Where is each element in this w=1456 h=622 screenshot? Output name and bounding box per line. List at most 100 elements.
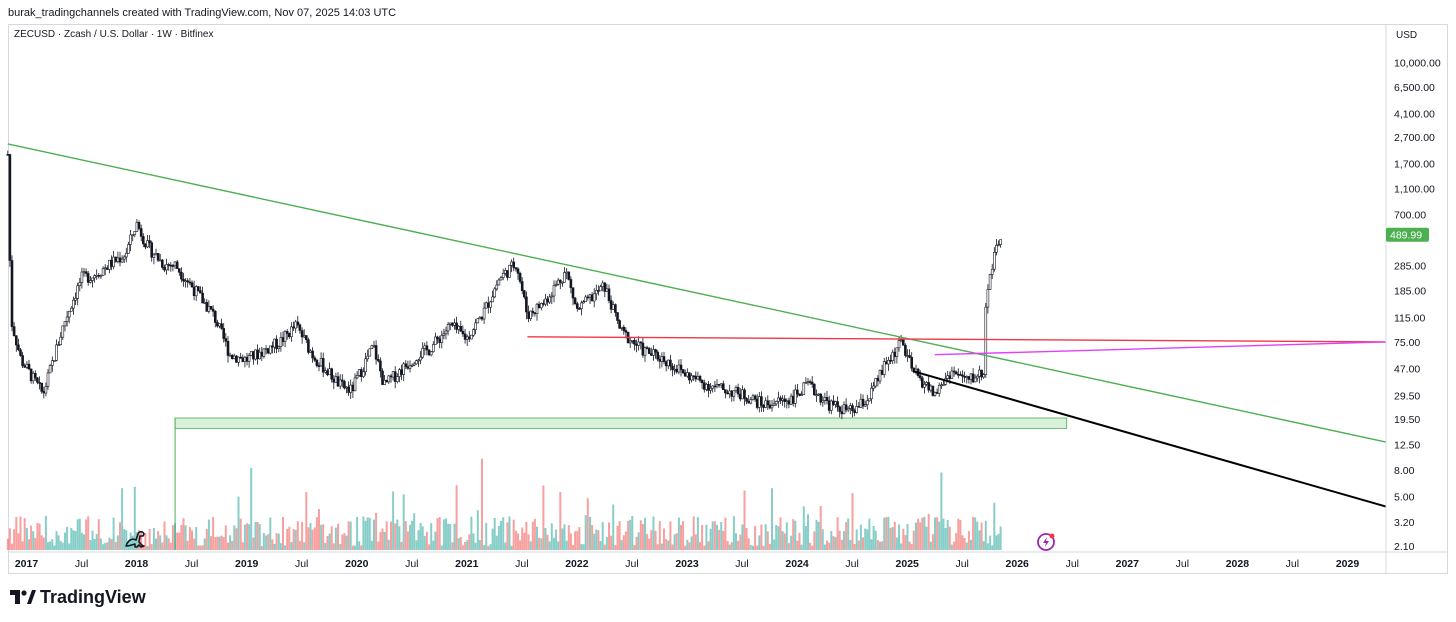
volume-bar	[305, 491, 308, 550]
volume-bar	[425, 531, 428, 550]
volume-bar	[656, 544, 659, 550]
candle-body	[427, 349, 431, 356]
volume-bar	[605, 536, 608, 550]
volume-bar	[883, 517, 886, 550]
volume-bar	[218, 536, 221, 550]
support-zone[interactable]	[174, 417, 1068, 429]
volume-bar	[929, 541, 932, 550]
dinosaur-icon[interactable]	[125, 530, 145, 548]
candle-body	[484, 302, 488, 309]
candle-body	[82, 271, 86, 274]
horizontal-resistance[interactable]	[527, 336, 1387, 343]
candle-body	[326, 370, 329, 376]
volume-bar	[174, 523, 176, 550]
volume-bar	[828, 542, 831, 550]
lightning-badge-icon[interactable]	[1037, 533, 1055, 551]
volume-bar	[936, 517, 939, 550]
volume-bar	[999, 526, 1002, 550]
volume-bar	[989, 535, 992, 550]
candle-body	[975, 375, 979, 379]
volume-bar	[847, 518, 850, 550]
candle-body	[419, 356, 422, 361]
candle-body	[256, 349, 259, 360]
candle-body	[861, 398, 865, 407]
candle-body	[15, 335, 18, 346]
candle-body	[768, 404, 772, 409]
volume-bar	[328, 533, 331, 550]
candle-body	[654, 349, 657, 353]
candle-body	[872, 385, 875, 389]
candle-body	[599, 286, 602, 292]
candle-body	[61, 325, 65, 338]
drawing-lines[interactable]	[7, 143, 1387, 508]
candle-body	[738, 393, 742, 400]
candle-body	[760, 396, 763, 406]
time-tick-label: 2017	[15, 558, 39, 570]
volume-bar	[986, 543, 989, 550]
volume-bar	[692, 516, 695, 550]
volume-bar	[550, 523, 553, 550]
time-axis[interactable]: 2017 Jul 2018 Jul 2019 Jul 2020 Jul 2021 Jul 2022 J…	[15, 558, 1360, 570]
candle-body	[542, 303, 545, 305]
candle-body	[383, 379, 386, 385]
volume-bar	[811, 545, 814, 550]
candle-body	[573, 297, 577, 304]
volume-bar	[267, 534, 270, 550]
volume-bar	[686, 539, 689, 550]
volume-bar	[669, 521, 672, 550]
candle-body	[558, 279, 562, 283]
price-tick-label: 285.00	[1394, 261, 1426, 273]
tradingview-logo-icon	[10, 589, 36, 604]
candle-body	[192, 286, 196, 296]
volume-bar	[843, 531, 845, 550]
volume-bar	[273, 543, 276, 550]
volume-bar	[912, 530, 915, 550]
candle-body	[148, 240, 151, 244]
chart-frame[interactable]	[8, 24, 1448, 574]
volume-bar	[815, 519, 818, 550]
candle-body	[228, 354, 232, 357]
candle-body	[355, 375, 359, 379]
candle-body	[205, 302, 209, 312]
candle-body	[406, 366, 410, 369]
candle-body	[925, 382, 928, 385]
candle-body	[986, 288, 990, 308]
tradingview-logo[interactable]: TradingView	[10, 587, 146, 608]
volume-bar	[379, 532, 382, 550]
time-tick-label: Jul	[185, 558, 198, 570]
candle-body	[31, 372, 35, 382]
volume-bar	[21, 541, 24, 550]
black-trendline[interactable]	[912, 370, 1387, 508]
volume-bar	[347, 521, 350, 550]
price-axis[interactable]: 10,000.00 6,500.00 4,100.00 2,700.00 1,700.0…	[1394, 57, 1441, 553]
candle-body	[565, 271, 569, 274]
magenta-trendline[interactable]	[934, 341, 1387, 356]
volume-bar	[836, 517, 839, 550]
volume-bar	[813, 531, 816, 550]
descending-trendline[interactable]	[7, 143, 1387, 443]
volume-bar	[624, 531, 627, 550]
volume-bar	[889, 527, 892, 550]
volume-bar	[955, 533, 958, 550]
volume-bar	[85, 519, 88, 550]
candle-body	[675, 368, 679, 373]
candle-body	[357, 369, 361, 376]
volume-bar	[260, 545, 263, 550]
volume-bar	[13, 529, 16, 550]
volume-bar	[155, 538, 157, 550]
volume-bar	[859, 524, 862, 550]
candle-body	[114, 256, 118, 262]
time-tick-label: Jul	[75, 558, 88, 570]
volume-bar	[171, 525, 174, 550]
candle-body	[700, 379, 704, 384]
symbol-title: ZECUSD · Zcash / U.S. Dollar · 1W · Bitf…	[14, 29, 214, 40]
volume-bar	[599, 541, 602, 550]
volume-bar	[483, 545, 486, 550]
volume-bar	[362, 516, 365, 550]
volume-bar	[309, 523, 312, 550]
candle-body	[696, 375, 700, 380]
volume-bar	[144, 533, 147, 550]
candle-body	[980, 369, 983, 378]
candle-body	[643, 347, 647, 356]
